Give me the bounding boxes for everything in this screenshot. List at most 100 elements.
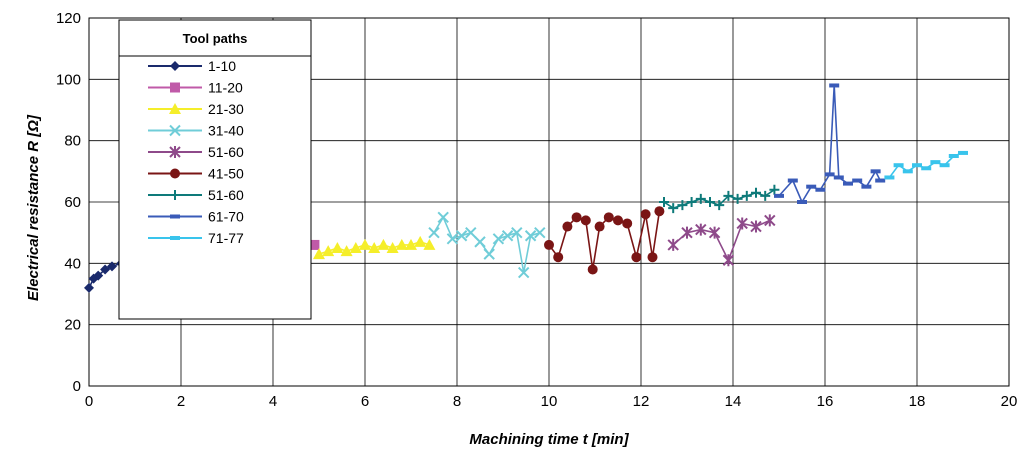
data-point [395, 238, 408, 250]
x-tick-label: 2 [177, 393, 185, 410]
data-point [705, 197, 715, 207]
data-point [930, 160, 941, 165]
y-tick-label: 80 [64, 133, 81, 150]
data-point [331, 242, 344, 253]
data-point [562, 221, 573, 232]
data-point [446, 233, 459, 245]
y-axis-title: Electrical resistance R [Ω] [25, 114, 42, 301]
data-point [806, 184, 817, 189]
data-point [359, 238, 371, 250]
data-point [455, 230, 468, 242]
legend-entry: 61-70 [148, 209, 244, 225]
legend-entry: 71-77 [148, 230, 244, 246]
legend-label: 61-70 [208, 209, 244, 225]
data-point [309, 239, 320, 250]
data-point [774, 193, 784, 198]
data-point [843, 181, 853, 186]
series-4 [667, 214, 776, 267]
data-point [501, 230, 514, 242]
x-tick-label: 0 [85, 393, 93, 410]
data-point [829, 83, 840, 88]
legend-entry: 41-50 [148, 166, 244, 182]
legend-label: 51-60 [208, 187, 244, 203]
data-point [492, 233, 505, 245]
data-point [580, 215, 591, 226]
legend-swatch-marker [170, 82, 180, 93]
legend-entry: 11-20 [148, 80, 243, 96]
data-point [797, 200, 807, 204]
data-point [833, 175, 844, 180]
data-point [958, 150, 968, 155]
x-tick-label: 20 [1001, 393, 1018, 410]
legend-label: 1-10 [208, 58, 236, 74]
data-point [686, 197, 697, 207]
series-8 [884, 150, 968, 180]
x-tick-label: 4 [269, 393, 277, 410]
data-point [386, 242, 399, 253]
x-tick-label: 12 [633, 393, 650, 410]
data-point [553, 252, 564, 263]
data-point [631, 252, 642, 263]
data-point [921, 166, 932, 171]
data-point [722, 254, 735, 267]
x-tick-labels: 0 2 4 6 8 10 12 14 16 18 20 [85, 393, 1018, 410]
legend-entry: 51-60 [148, 144, 244, 160]
data-point [741, 190, 752, 201]
data-point [428, 226, 440, 239]
data-point [368, 242, 381, 253]
series-3 [428, 211, 546, 279]
data-point [875, 178, 886, 183]
data-point [647, 252, 658, 263]
x-tick-label: 10 [541, 393, 558, 410]
legend-swatch-marker [170, 236, 180, 240]
data-point [377, 238, 390, 250]
data-point [322, 245, 335, 257]
data-point [948, 154, 959, 158]
y-tick-label: 0 [73, 378, 81, 395]
data-point [640, 209, 651, 220]
data-point [571, 212, 582, 223]
legend-swatch-marker [170, 168, 180, 179]
legend-swatch-marker [169, 146, 181, 158]
x-tick-label: 6 [361, 393, 369, 410]
legend-entry: 51-60 [148, 187, 244, 203]
data-point [423, 238, 436, 250]
data-point [732, 193, 743, 204]
legend-title: Tool paths [183, 31, 248, 46]
data-point [534, 226, 546, 239]
data-point [93, 270, 104, 281]
data-point [613, 215, 623, 226]
legend-swatch-marker [169, 103, 181, 114]
series-6 [659, 184, 780, 214]
data-point [912, 163, 922, 168]
data-point [587, 264, 598, 275]
data-point [107, 261, 117, 272]
legend-label: 21-30 [208, 101, 244, 117]
data-point [723, 190, 734, 201]
data-point [659, 197, 669, 207]
data-point [544, 239, 554, 250]
data-point [654, 206, 665, 217]
data-point [517, 266, 530, 279]
legend: Tool paths 1-10 11-20 21-30 31-40 51-60 41-50… [118, 19, 312, 320]
data-point [622, 218, 633, 229]
data-point [677, 200, 688, 211]
data-point [870, 169, 881, 174]
data-point [349, 242, 362, 253]
data-point [667, 238, 679, 251]
data-point [769, 184, 780, 195]
data-point [603, 212, 614, 223]
data-point [511, 226, 523, 239]
data-point [84, 282, 94, 293]
legend-box [118, 55, 312, 320]
legend-entry: 1-10 [148, 58, 236, 74]
data-point [695, 193, 706, 204]
data-point [681, 226, 693, 239]
data-point [787, 178, 798, 183]
legend-label: 51-60 [208, 144, 244, 160]
legend-label: 31-40 [208, 123, 244, 139]
data-point [893, 163, 904, 168]
data-point [483, 248, 495, 260]
x-tick-label: 8 [453, 393, 461, 410]
data-point [736, 217, 748, 230]
